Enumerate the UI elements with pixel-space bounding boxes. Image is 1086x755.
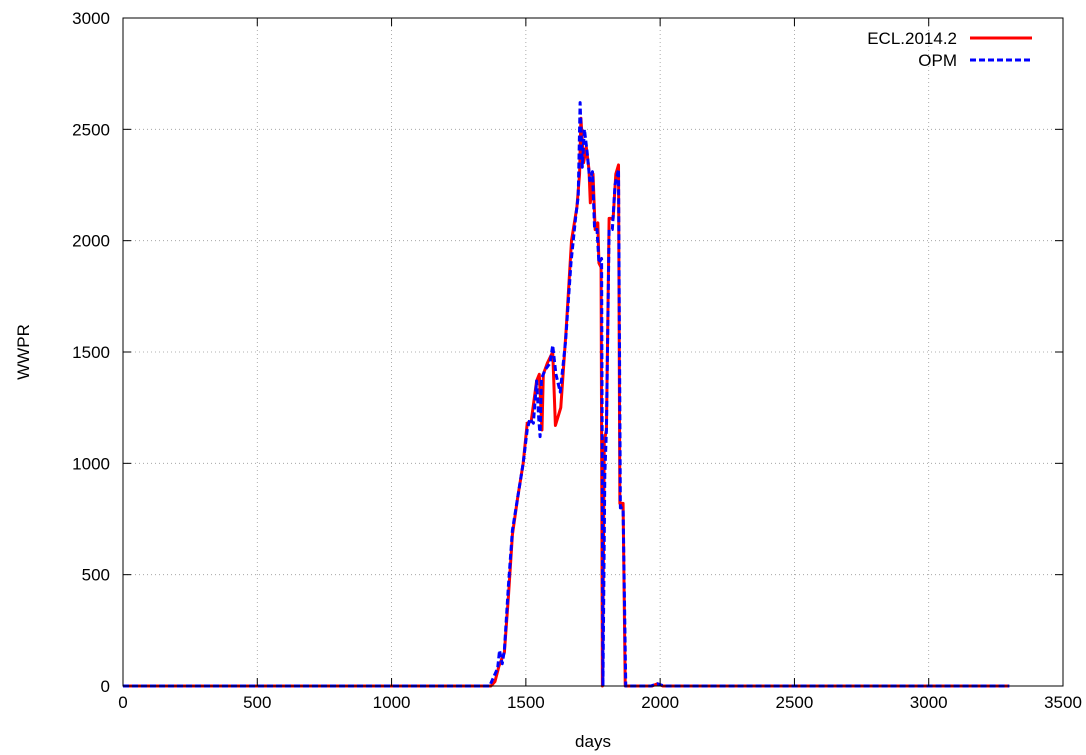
legend-label: ECL.2014.2 [867,29,957,48]
x-tick-label: 2000 [641,693,679,712]
y-tick-label: 500 [82,566,110,585]
series-line-opm [123,101,1010,688]
x-tick-label: 3500 [1044,693,1082,712]
y-tick-label: 0 [101,677,110,696]
legend-label: OPM [918,51,957,70]
grid [123,18,1063,686]
x-tick-label: 500 [243,693,271,712]
tick-labels: 0 500 1000 1500 2000 2500 3000 3500 0 500 1000 1500… [72,9,1082,712]
legend: ECL.2014.2 OPM [867,29,1032,70]
y-tick-label: 1500 [72,343,110,362]
y-tick-label: 1000 [72,454,110,473]
y-tick-label: 2000 [72,232,110,251]
y-tick-label: 2500 [72,120,110,139]
x-tick-label: 0 [118,693,127,712]
x-tick-label: 1500 [507,693,545,712]
x-tick-label: 1000 [373,693,411,712]
x-tick-label: 2500 [776,693,814,712]
ticks [122,17,1064,687]
x-axis-label: days [575,732,611,751]
y-tick-label: 3000 [72,9,110,28]
series-layer [123,101,1010,688]
y-axis-label: WWPR [14,324,33,380]
x-tick-label: 3000 [910,693,948,712]
